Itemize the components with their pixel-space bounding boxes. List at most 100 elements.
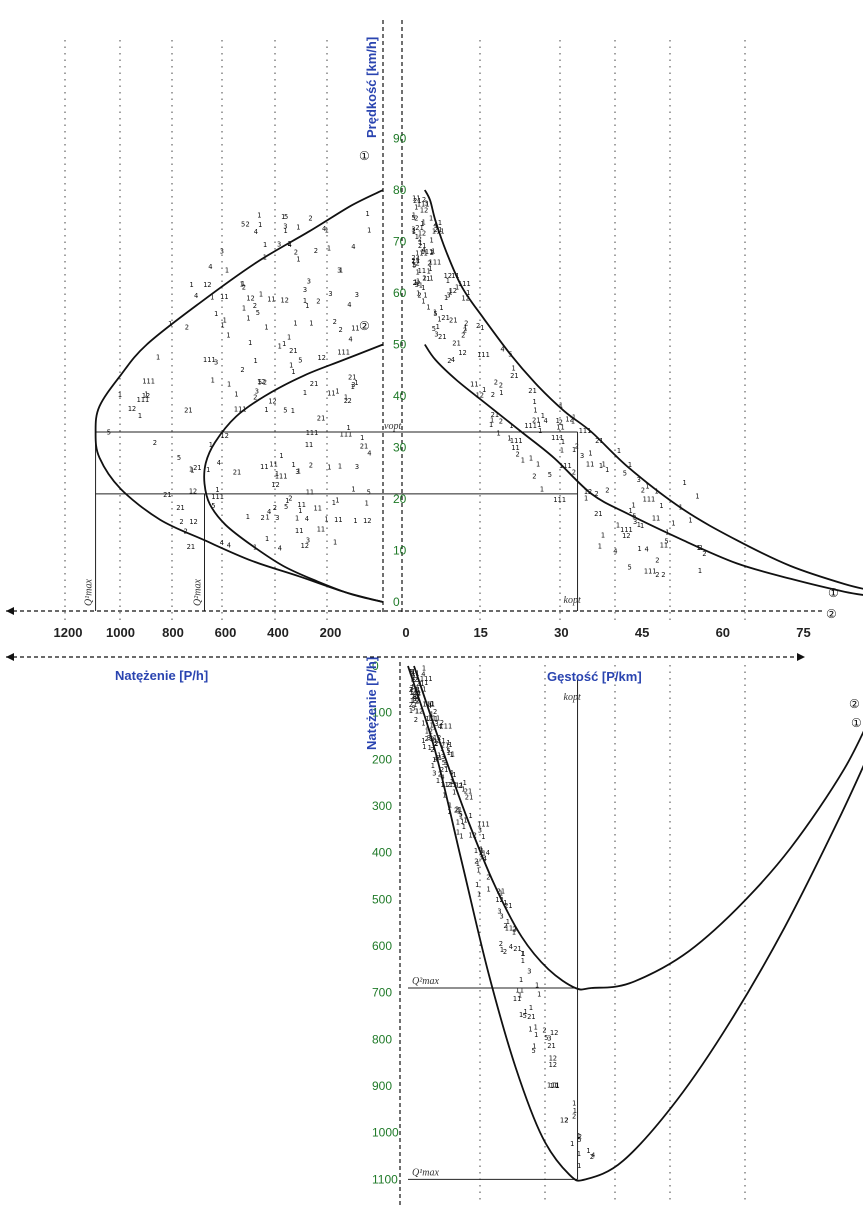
scatter-speed-flow-148: 21	[187, 543, 195, 551]
scatter-speed-density-96: 12	[565, 416, 573, 424]
scatter-speed-density-148: 1	[489, 421, 493, 429]
scatter-speed-flow-29: 2	[316, 298, 320, 306]
scatter-flow-density-97: 1	[447, 749, 451, 757]
scatter-speed-flow-76: 1	[360, 434, 364, 442]
scatter-flow-density-147: 2	[542, 1027, 546, 1035]
scatter-flow-density-114: 2	[447, 781, 451, 789]
scatter-flow-density-179: 1	[500, 946, 504, 954]
axes	[6, 20, 825, 1206]
scatter-speed-flow-121: 2	[240, 366, 244, 374]
scatter-speed-density-129: 12	[584, 488, 592, 496]
scatter-speed-density-172: 1	[572, 414, 576, 422]
flow-y-tick-0: 0	[372, 659, 379, 673]
scatter-speed-density-39: 111	[620, 526, 633, 534]
scatter-flow-density-168: 1	[450, 778, 454, 786]
scatter-speed-flow-180: 111	[340, 431, 353, 439]
scatter-flow-density-90: 12	[411, 697, 419, 705]
scatter-speed-flow-15: 2	[294, 249, 298, 257]
speed-tick-20: 20	[393, 492, 407, 506]
scatter-flow-density-36: 11	[425, 721, 433, 729]
scatter-speed-flow-40: 1	[354, 379, 358, 387]
scatter-speed-density-95: 3	[424, 199, 428, 207]
scatter-speed-flow-43: 1	[332, 499, 336, 507]
scatter-speed-density-159: 1	[598, 543, 602, 551]
scatter-flow-density-105: 1	[410, 697, 414, 705]
scatter-speed-density-115: 1	[429, 214, 433, 222]
scatter-speed-flow-18: 1	[344, 394, 348, 402]
speed-tick-90: 90	[393, 132, 407, 146]
scatter-flow-density-96: 2	[454, 807, 458, 815]
scatter-speed-flow-166: 3	[307, 278, 311, 286]
scatter-flow-density-146: 5	[442, 759, 446, 767]
flow-y-tick-200: 200	[372, 752, 392, 766]
scatter-speed-flow-146: 3	[275, 514, 279, 522]
scatter-flow-density-135: 1	[421, 737, 425, 745]
scatter-flow-density-18: 3	[444, 761, 448, 769]
scatter-speed-flow-157: 11	[313, 505, 321, 513]
scatter-flow-density-110: 1	[442, 791, 446, 799]
scatter-speed-flow-187: 1	[351, 383, 355, 391]
scatter-speed-density-58: 111	[421, 248, 434, 256]
scatter-speed-flow-115: 1	[209, 441, 213, 449]
scatter-speed-flow-177: 2	[288, 495, 292, 503]
scatter-speed-flow-131: 2	[263, 378, 267, 386]
scatter-speed-flow-127: 1	[293, 320, 297, 328]
scatter-speed-density-33: 1	[631, 502, 635, 510]
scatter-speed-density-47: 1	[416, 289, 420, 297]
scatter-speed-flow-5: 1	[206, 466, 210, 474]
scatter-speed-flow-88: 1	[279, 452, 283, 460]
scatter-speed-flow-10: 1	[309, 320, 313, 328]
scatter-speed-density-166: 1	[599, 462, 603, 470]
scatter-speed-density-167: 2	[532, 473, 536, 481]
scatter-speed-density-12: 111	[417, 200, 430, 208]
scatter-speed-density-74: 1	[431, 248, 435, 256]
scatter-flow-density-222: 1	[452, 789, 456, 797]
scatter-flow-density-175: 5	[412, 683, 416, 691]
scatter-speed-density-80: 1	[427, 267, 431, 275]
ref-label-speed-2: vopt	[384, 421, 401, 432]
scatter-speed-flow-185: 1	[211, 377, 215, 385]
scatter-speed-density-0: 12	[449, 287, 457, 295]
scatter-speed-density-138: 1	[436, 323, 440, 331]
marker-flow-density-1: ①	[851, 716, 862, 730]
scatter-flow-density-171: 2	[411, 674, 415, 682]
scatter-flow-density-133: 1	[537, 990, 541, 998]
speed-tick-10: 10	[393, 544, 407, 558]
scatter-flow-density-201: 1	[422, 743, 426, 751]
scatter-speed-density-125: 1	[541, 412, 545, 420]
scatter-speed-density-26: 4	[422, 247, 426, 255]
flow-x-tick-400: 400	[267, 625, 289, 640]
scatter-flow-density-152: 1	[449, 751, 453, 759]
scatter-speed-flow-3: 1	[291, 407, 295, 415]
scatter-speed-density-53: 111	[429, 258, 442, 266]
scatter-flow-density-8: 21	[441, 742, 449, 750]
scatter-flow-density-81: 1	[506, 918, 510, 926]
scatter-flow-density-228: 1	[519, 976, 523, 984]
scatter-flow-density-1: 3	[497, 908, 501, 916]
scatter-flow-density-215: 12	[495, 896, 503, 904]
scatter-flow-density-200: 2	[503, 922, 507, 930]
scatter-speed-flow-91: 111	[337, 349, 350, 357]
scatter-flow-density-84: 1	[523, 1008, 527, 1016]
scatter-speed-density-200: 2	[413, 279, 417, 287]
scatter-flow-density-45: 21	[464, 788, 472, 796]
scatter-speed-flow-152: 1	[365, 500, 369, 508]
scatter-flow-density-166: 5	[446, 747, 450, 755]
scatter-speed-density-17: 1	[416, 278, 420, 286]
scatter-speed-flow-37: 1	[339, 267, 343, 275]
scatter-speed-density-48: 1	[412, 227, 416, 235]
scatter-speed-flow-113: 1	[257, 212, 261, 220]
scatter-flow-density-225: 2	[458, 782, 462, 790]
scatter-speed-flow-124: 1	[298, 507, 302, 515]
scatter-speed-flow-67: 1	[291, 368, 295, 376]
scatter-speed-flow-179: 11	[306, 489, 314, 497]
scatter-speed-density-51: 1	[499, 389, 503, 397]
scatter-flow-density-78: 12	[560, 1117, 568, 1125]
scatter-speed-density-21: 1	[637, 545, 641, 553]
scatter-speed-flow-26: 12	[246, 294, 254, 302]
scatter-speed-flow-50: 1	[353, 517, 357, 525]
scatter-speed-density-92: 1	[418, 239, 422, 247]
scatter-speed-flow-19: 21	[184, 407, 192, 415]
scatter-speed-density-188: 1	[413, 278, 417, 286]
scatter-flow-density-62: 11	[455, 781, 463, 789]
